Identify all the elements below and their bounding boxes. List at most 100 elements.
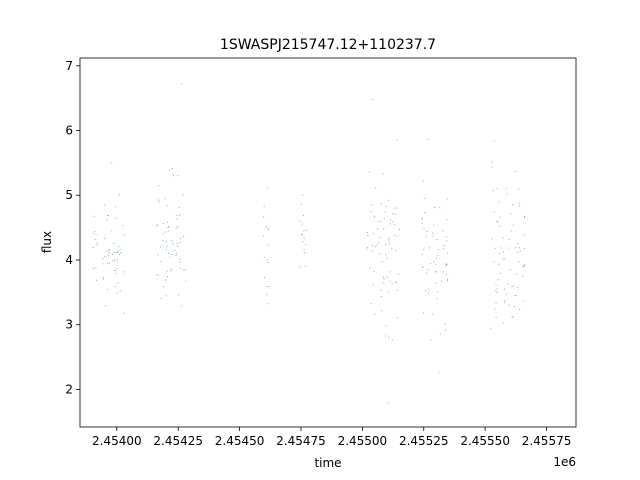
data-point [372,233,374,235]
data-point [157,254,159,256]
data-point [442,230,444,232]
data-point [494,247,496,249]
data-point [372,99,373,100]
data-point [432,313,434,315]
data-point [265,226,267,228]
data-point [383,278,385,280]
data-point [267,303,269,305]
data-point [107,254,109,256]
data-point [97,243,98,245]
data-points-layer [92,83,526,404]
data-point [492,190,494,192]
x-axis-offset-label: 1e6 [553,455,576,469]
data-point [160,246,161,248]
data-point [305,244,307,246]
data-point [109,262,111,264]
data-point [385,335,387,337]
data-point [496,291,498,293]
data-point [157,199,159,201]
data-point [163,285,165,287]
data-point [426,230,428,232]
data-point [396,139,398,141]
data-point [504,300,506,302]
data-point [267,187,269,189]
data-point [517,243,519,245]
data-point [111,162,113,164]
data-point [515,294,517,296]
data-point [380,203,382,204]
data-point [185,280,187,282]
data-point [116,258,118,260]
data-point [382,173,384,175]
data-point [175,253,177,255]
data-point [386,276,388,278]
data-point [510,230,512,232]
data-point [305,265,307,267]
data-point [512,204,514,206]
data-point [391,339,393,341]
data-point [427,292,429,294]
y-axis-ticks: 2 3 4 5 6 7 [65,59,80,396]
data-point [104,204,106,206]
data-point [107,263,109,265]
data-point [522,300,524,302]
data-point [168,226,169,227]
data-point [524,215,525,217]
data-point [119,252,121,254]
data-point [305,229,307,231]
data-point [301,223,303,225]
data-point [385,205,387,207]
data-point [122,224,124,226]
data-point [519,205,521,207]
data-point [168,230,170,232]
data-point [498,225,500,227]
data-point [171,254,173,255]
data-point [94,231,96,233]
data-point [372,244,373,246]
data-point [162,223,164,224]
y-tick-label: 3 [65,318,73,332]
data-point [383,218,385,220]
data-point [113,252,115,254]
data-point [445,219,447,221]
x-axis-ticks: 2.45400 2.45425 2.45450 2.45475 2.45500 2.455… [92,427,571,448]
x-tick-label: 2.45450 [215,434,265,448]
data-point [390,219,392,221]
data-point [301,204,303,206]
data-point [432,232,434,234]
data-point [494,308,496,310]
data-point [262,235,264,237]
data-point [427,138,429,140]
data-point [443,248,445,250]
data-point [166,246,168,248]
data-point [508,304,510,306]
data-point [396,207,398,209]
data-point [438,372,440,374]
data-point [523,248,525,250]
data-point [382,228,384,230]
data-point [267,227,269,229]
data-point [304,252,305,254]
data-point [117,246,119,248]
data-point [268,286,270,287]
data-point [436,271,438,273]
data-point [491,166,493,168]
data-point [96,279,98,281]
data-point [518,188,520,190]
data-point [372,250,373,252]
data-point [179,261,181,263]
data-point [369,171,370,173]
data-point [106,215,108,217]
data-point [117,250,119,252]
data-point [302,240,304,242]
data-point [115,217,117,219]
data-point [95,244,97,246]
data-point [432,235,434,237]
data-point [114,285,116,287]
data-point [423,197,425,199]
data-point [519,251,521,253]
data-point [382,276,384,278]
y-tick-label: 5 [65,188,73,202]
data-point [439,333,441,335]
data-point [441,281,443,283]
